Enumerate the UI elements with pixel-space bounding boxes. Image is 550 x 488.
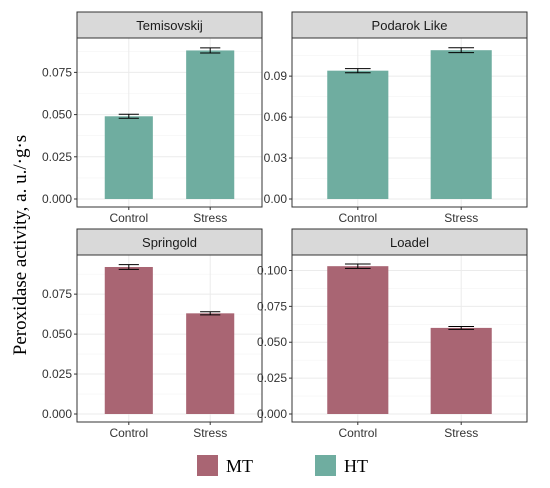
y-tick-label: 0.075 <box>257 299 287 313</box>
bar-control <box>104 266 153 414</box>
bar-stress <box>430 327 492 414</box>
y-tick-label: 0.025 <box>42 367 72 381</box>
legend-swatch <box>315 455 336 476</box>
legend-item-mt: MT <box>197 455 253 476</box>
legend-label: HT <box>344 456 368 476</box>
y-tick-label: 0.075 <box>42 65 72 79</box>
strip-title: Temisovskij <box>136 18 203 33</box>
y-tick-label: 0.000 <box>42 192 72 206</box>
y-axis-label: Peroxidase activity, a. u./·g·s <box>10 135 31 355</box>
bar-control <box>327 70 389 200</box>
panel-border <box>291 254 528 423</box>
strip-header <box>76 11 263 39</box>
bar-stress <box>430 50 492 200</box>
strip-header <box>76 228 263 256</box>
y-tick-label: 0.050 <box>42 108 72 122</box>
y-tick-label: 0.000 <box>257 407 287 421</box>
x-tick-label: Control <box>338 426 377 440</box>
x-tick-label: Control <box>109 211 148 225</box>
x-tick-label: Control <box>109 426 148 440</box>
legend-label: MT <box>226 456 253 476</box>
bar-control <box>104 116 153 199</box>
y-tick-label: 0.075 <box>42 287 72 301</box>
strip-title: Loadel <box>390 235 429 250</box>
y-tick-label: 0.050 <box>42 327 72 341</box>
strip-title: Podarok Like <box>372 18 448 33</box>
y-tick-label: 0.06 <box>264 110 288 124</box>
panel-podarok-like: Podarok Like 0.00 0.03 0.06 0.09 Control Stres… <box>264 11 528 225</box>
panel-springold: Springold 0.000 0.025 0.050 0.075 Control Stre… <box>42 228 263 440</box>
strip-header <box>291 228 528 256</box>
y-tick-label: 0.100 <box>257 263 287 277</box>
y-tick-label: 0.025 <box>42 150 72 164</box>
x-tick-label: Stress <box>193 426 227 440</box>
y-tick-label: 0.00 <box>264 192 288 206</box>
strip-title: Springold <box>142 235 197 250</box>
bar-stress <box>186 313 235 414</box>
x-tick-label: Stress <box>193 211 227 225</box>
y-tick-label: 0.09 <box>264 69 288 83</box>
panel-border <box>76 37 263 208</box>
bar-stress <box>186 50 235 200</box>
panel-loadel: Loadel 0.000 0.025 0.050 0.075 0.100 Control St… <box>257 228 528 440</box>
x-tick-label: Stress <box>444 426 478 440</box>
strip-header <box>291 11 528 39</box>
panel-temisovskij: Temisovskij 0.000 0.025 0.050 0.075 Control St… <box>42 11 263 225</box>
x-tick-label: Control <box>338 211 377 225</box>
legend-item-ht: HT <box>315 455 368 476</box>
bar-control <box>327 266 389 414</box>
x-tick-label: Stress <box>444 211 478 225</box>
legend-swatch <box>197 455 218 476</box>
y-tick-label: 0.03 <box>264 151 288 165</box>
panel-border <box>291 37 528 208</box>
y-tick-label: 0.000 <box>42 407 72 421</box>
panel-border <box>76 254 263 423</box>
y-tick-label: 0.050 <box>257 335 287 349</box>
y-tick-label: 0.025 <box>257 371 287 385</box>
